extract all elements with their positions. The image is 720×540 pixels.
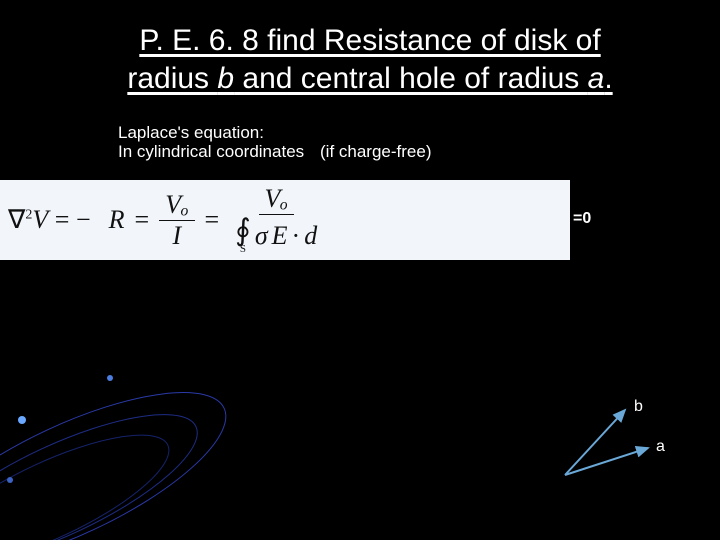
Evec: E [272,223,288,249]
I-sym: I [173,221,182,250]
frac-big: Vₒ ∮ S σE · d [229,186,323,255]
equals-zero: =0 [573,210,591,228]
label-b: b [634,398,643,416]
sigma: σ [255,223,268,249]
equation-box: ∇2V = − R = Vₒ I = Vₒ ∮ S σE · d [0,180,570,260]
subtitle-note: (if charge-free) [320,142,431,162]
slide: P. E. 6. 8 find Resistance of disk of ra… [0,0,720,540]
equals1: = [135,205,150,235]
Vo2: Vₒ [265,184,288,213]
subtitle-line2: In cylindrical coordinates [118,142,304,162]
nabla: ∇ [8,205,25,234]
d-sym: d [304,223,317,249]
equation-rhs: R = Vₒ I = Vₒ ∮ S σE · d [91,186,324,255]
frac-Vo-I: Vₒ I [159,192,194,249]
lhs-V: V [32,205,48,234]
subtitle-line1: Laplace's equation: [118,122,264,143]
title-mid: and central hole of radius [234,62,588,95]
orbit-decoration-icon [0,300,240,540]
title-line2-pre: radius [127,62,217,95]
Vo1: Vₒ [165,190,188,219]
label-a: a [656,438,665,456]
integral-icon: ∮ S [235,217,251,255]
equation-lhs: ∇2V = − [0,205,91,235]
title-b: b [217,62,234,95]
eq-sign: = − [55,205,91,234]
page-title: P. E. 6. 8 find Resistance of disk of ra… [80,22,660,97]
title-a: a [588,62,605,95]
title-line1: P. E. 6. 8 find Resistance of disk of [139,24,600,57]
title-end: . [604,62,612,95]
int-sub: S [240,244,246,255]
R-sym: R [109,205,125,235]
dot: · [292,223,301,249]
radius-arrows-icon [550,400,670,490]
equals2: = [205,205,220,235]
